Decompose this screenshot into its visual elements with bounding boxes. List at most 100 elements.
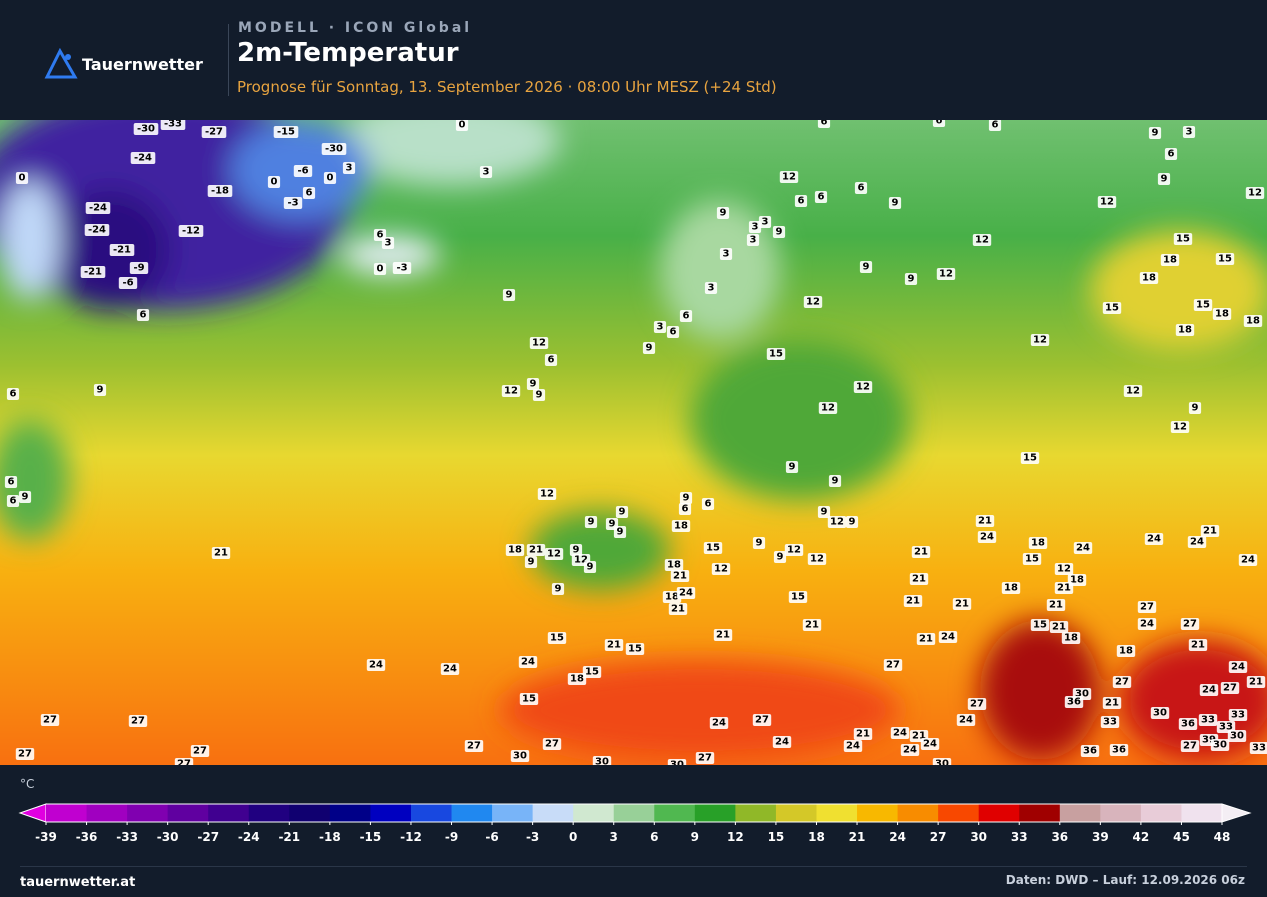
map-label: 12 — [1126, 386, 1140, 397]
map-label: 9 — [683, 493, 690, 504]
map-label: -24 — [134, 153, 152, 164]
map-label: 21 — [1203, 526, 1217, 537]
map-label-bg — [1022, 553, 1042, 565]
map-label-bg — [18, 491, 32, 503]
map-label: 12 — [714, 564, 728, 575]
map-label-bg — [803, 296, 823, 308]
map-label: 9 — [555, 584, 562, 595]
map-label-bg — [909, 573, 929, 585]
map-label: 6 — [306, 188, 313, 199]
map-label-bg — [785, 461, 799, 473]
map-label: 9 — [97, 385, 104, 396]
map-label: 30 — [935, 759, 949, 766]
map-label: 6 — [798, 196, 805, 207]
map-label-bg — [524, 556, 538, 568]
map-label-bg — [15, 172, 29, 184]
colorbar-tick-label: 15 — [768, 830, 785, 844]
map-label: 18 — [665, 592, 679, 603]
map-label-bg — [794, 195, 808, 207]
map-label: -21 — [113, 245, 131, 256]
kicker: MODELL · ICON Global — [238, 20, 473, 36]
map-label-bg — [283, 197, 303, 209]
map-label: 33 — [1219, 722, 1233, 733]
map-label: 6 — [705, 499, 712, 510]
map-label: 9 — [506, 290, 513, 301]
map-label-bg — [845, 516, 859, 528]
map-label-bg — [668, 603, 688, 615]
map-label-bg — [1215, 253, 1235, 265]
map-label-bg — [1030, 334, 1050, 346]
map-label: 9 — [908, 274, 915, 285]
map-label: 24 — [1231, 662, 1245, 673]
map-label: 21 — [214, 548, 228, 559]
map-label: 15 — [1218, 254, 1232, 265]
map-label-bg — [519, 693, 539, 705]
map-label: 18 — [1064, 633, 1078, 644]
map-label-bg — [529, 337, 549, 349]
map-label: -6 — [122, 278, 133, 289]
map-label-bg — [532, 389, 546, 401]
map-label: 9 — [646, 343, 653, 354]
map-label: 15 — [769, 349, 783, 360]
map-label-bg — [1097, 196, 1117, 208]
map-label: 27 — [1115, 677, 1129, 688]
colorbar-tick-label: -9 — [445, 830, 458, 844]
map-label: 24 — [923, 739, 937, 750]
map-label: 9 — [821, 507, 828, 518]
map-label: 15 — [1033, 620, 1047, 631]
map-label-bg — [883, 659, 903, 671]
map-label: 24 — [903, 745, 917, 756]
map-label-bg — [1175, 324, 1195, 336]
map-label: 15 — [585, 667, 599, 678]
footer-divider — [20, 866, 1247, 867]
map-label: 9 — [1192, 403, 1199, 414]
map-label: 36 — [1181, 719, 1195, 730]
map-label: 24 — [369, 660, 383, 671]
map-label-bg — [80, 266, 106, 278]
map-label-bg — [766, 348, 786, 360]
map-label: 24 — [1147, 534, 1161, 545]
map-label-bg — [6, 495, 20, 507]
map-label: 9 — [530, 379, 537, 390]
map-label-bg — [667, 759, 687, 765]
map-label-bg — [1210, 739, 1230, 751]
map-label-bg — [956, 714, 976, 726]
map-label: 9 — [536, 390, 543, 401]
map-label-bg — [582, 666, 602, 678]
colorbar-tick-label: -27 — [197, 830, 219, 844]
map-label: 12 — [540, 489, 554, 500]
map-label-bg — [859, 261, 873, 273]
map-label-bg — [569, 544, 583, 556]
map-label-bg — [967, 698, 987, 710]
map-label: -18 — [211, 186, 229, 197]
map-label: 21 — [1105, 698, 1119, 709]
map-label: 9 — [573, 545, 580, 556]
map-label: 18 — [1163, 255, 1177, 266]
map-label-bg — [526, 544, 546, 556]
map-label: 12 — [821, 403, 835, 414]
map-label-bg — [118, 277, 138, 289]
colorbar-tick-label: -30 — [157, 830, 179, 844]
map-label-bg — [1220, 682, 1240, 694]
map-label: 36 — [1067, 697, 1081, 708]
colorbar-cap — [18, 803, 47, 823]
map-label: 15 — [1105, 303, 1119, 314]
colorbar-tick-label: -33 — [116, 830, 138, 844]
footer-site[interactable]: tauernwetter.at — [20, 875, 136, 890]
map-label-bg — [583, 561, 597, 573]
colorbar-tick-label: -39 — [35, 830, 57, 844]
map-label-bg — [716, 207, 730, 219]
map-label-bg — [625, 643, 645, 655]
map-label: 15 — [706, 543, 720, 554]
map-label-bg — [713, 629, 733, 641]
map-label: 21 — [912, 731, 926, 742]
map-label: 27 — [970, 699, 984, 710]
map-label: 18 — [1246, 316, 1260, 327]
map-label-bg — [479, 166, 493, 178]
map-label-bg — [1198, 714, 1218, 726]
map-label: 21 — [914, 547, 928, 558]
colorbar-cap — [1221, 803, 1252, 823]
map-label: 9 — [1152, 128, 1159, 139]
brand[interactable]: Tauernwetter — [44, 48, 203, 80]
map-label: 27 — [467, 741, 481, 752]
